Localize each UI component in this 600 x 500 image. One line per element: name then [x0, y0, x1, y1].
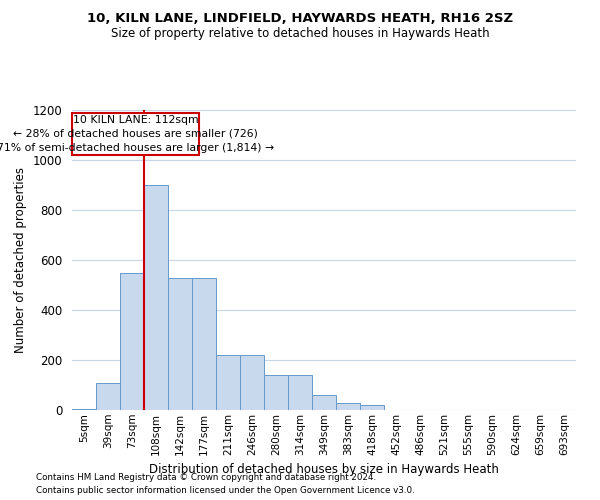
- Bar: [240, 355, 264, 410]
- Text: 10, KILN LANE, LINDFIELD, HAYWARDS HEATH, RH16 2SZ: 10, KILN LANE, LINDFIELD, HAYWARDS HEATH…: [87, 12, 513, 26]
- Bar: [144, 185, 168, 410]
- Bar: [264, 375, 288, 410]
- Bar: [336, 402, 360, 410]
- Bar: [216, 355, 240, 410]
- Bar: [360, 405, 384, 410]
- Bar: [120, 272, 144, 410]
- Bar: [312, 395, 336, 410]
- Bar: [288, 375, 312, 410]
- Text: Size of property relative to detached houses in Haywards Heath: Size of property relative to detached ho…: [110, 28, 490, 40]
- Bar: [72, 409, 96, 410]
- Bar: [96, 382, 120, 410]
- Y-axis label: Number of detached properties: Number of detached properties: [14, 167, 27, 353]
- Text: Contains HM Land Registry data © Crown copyright and database right 2024.: Contains HM Land Registry data © Crown c…: [36, 474, 376, 482]
- Bar: [168, 278, 192, 410]
- Bar: [192, 278, 216, 410]
- FancyBboxPatch shape: [72, 112, 199, 155]
- X-axis label: Distribution of detached houses by size in Haywards Heath: Distribution of detached houses by size …: [149, 463, 499, 476]
- Text: 10 KILN LANE: 112sqm
← 28% of detached houses are smaller (726)
71% of semi-deta: 10 KILN LANE: 112sqm ← 28% of detached h…: [0, 115, 274, 153]
- Text: Contains public sector information licensed under the Open Government Licence v3: Contains public sector information licen…: [36, 486, 415, 495]
